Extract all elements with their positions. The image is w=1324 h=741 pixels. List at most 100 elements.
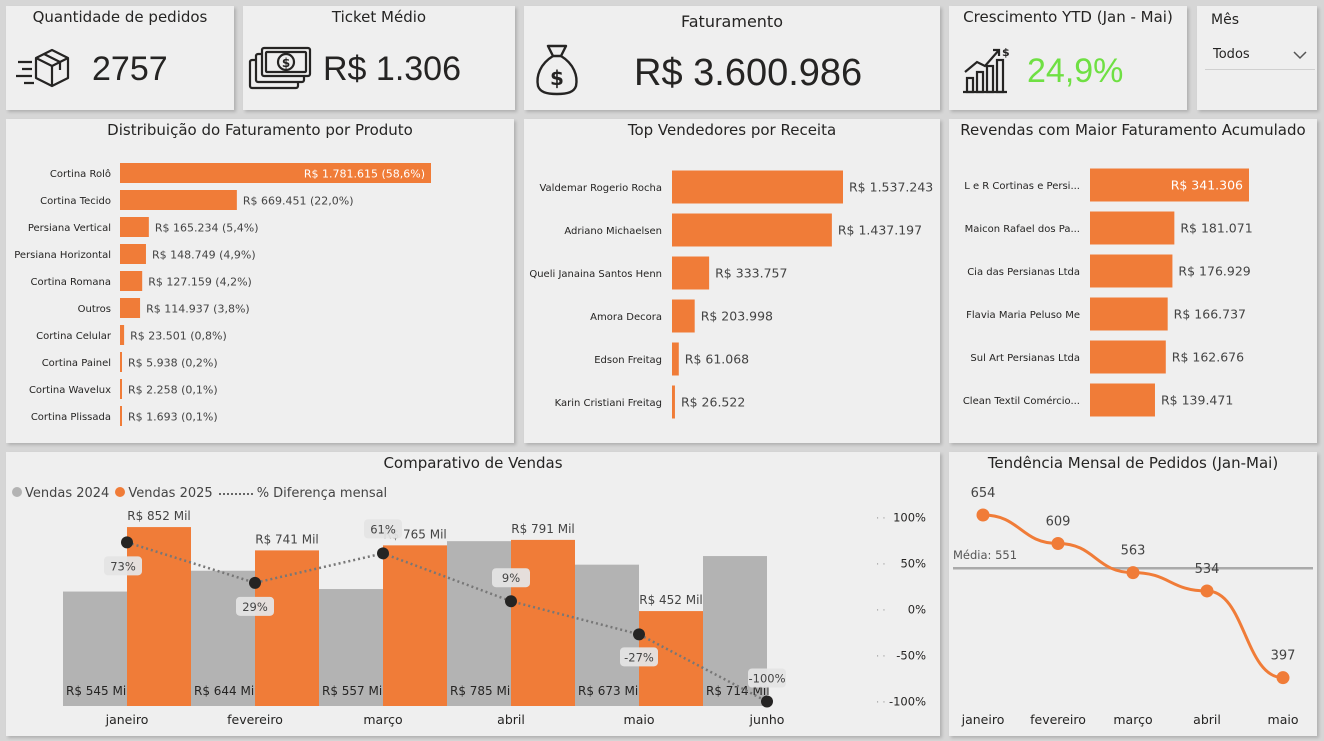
kpi-orders-title: Quantidade de pedidos [32,8,208,26]
pct-label: -100% [748,672,785,686]
legend-2025[interactable]: Vendas 2025 [115,486,213,501]
x-tick-label: janeiro [961,712,1005,727]
bar [120,379,122,399]
category-label: Sul Art Persianas Ltda [970,353,1080,364]
pct-point [377,547,389,560]
bar [672,170,843,204]
legend-pct-label: % Diferença mensal [256,486,388,501]
y2-tick-label: -100% [889,695,926,709]
bar [120,352,122,372]
data-label: R$ 139.471 [1161,393,1233,408]
bar-2024-label: R$ 673 Mil [578,684,642,698]
comparison-combo-chart: · · 100%· · 50%· · 0%· · -50%· · -100%R$ 545 … [63,509,926,727]
bar [672,256,710,290]
bar [672,299,695,333]
category-label: Cortina Rolô [50,168,111,180]
month-slicer: Mês Todos [1197,6,1317,110]
kpi-ticket-value: R$ 1.306 [323,50,461,88]
category-label: Valdemar Rogerio Rocha [539,183,662,194]
bar [120,217,149,237]
product-chart-title: Distribuição do Faturamento por Produto [107,121,413,139]
data-label: R$ 2.258 (0,1%) [128,384,218,397]
data-label: R$ 1.781.615 (58,6%) [304,168,425,181]
bar-2025-label: R$ 791 Mil [511,522,575,536]
pct-label-bg [492,568,530,588]
data-label: R$ 669.451 (22,0%) [243,195,354,208]
data-label: R$ 165.234 (5,4%) [155,222,259,235]
trend-data-label: 654 [971,486,996,501]
bar [120,406,122,426]
trend-data-label: 609 [1046,514,1071,529]
pct-label: 73% [110,559,136,573]
month-dropdown[interactable]: Todos [1205,40,1315,70]
category-label: Cia das Persianas Ltda [967,267,1080,278]
bar [120,190,237,210]
category-label: Cortina Tecido [40,196,111,207]
legend-2024[interactable]: Vendas 2024 [12,486,109,501]
pct-point [633,628,645,641]
y2-tick-dots: · · [876,606,886,617]
kpi-growth-title: Crescimento YTD (Jan - Mai) [963,8,1173,26]
category-label: Cortina Plissada [31,412,111,423]
resellers-bar-chart: L e R Cortinas e Persi... R$ 341.306 Maico… [963,168,1253,417]
x-tick-label: fevereiro [227,712,283,727]
data-label: R$ 1.693 (0,1%) [128,411,218,424]
trend-line [982,513,1284,680]
category-label: Edson Freitag [594,355,662,366]
kpi-ticket-card: Ticket Médio $ R$ 1.306 [243,6,515,110]
bar-2024 [319,589,383,706]
bar [1090,297,1168,331]
trend-data-label: 397 [1271,649,1296,664]
x-tick-label: abril [1193,712,1221,727]
resellers-chart-card: Revendas com Maior Faturamento Acumulado… [949,119,1317,443]
bar-2024-label: R$ 785 Mil [450,684,514,698]
category-label: L e R Cortinas e Persi... [964,181,1080,192]
legend-2025-label: Vendas 2025 [128,486,213,501]
y2-tick-dots: · · [876,652,886,663]
pct-label: 29% [242,600,268,614]
pct-label-bg [364,519,402,539]
data-label: R$ 176.929 [1178,264,1250,279]
trend-line-chart: Média: 551 654 janeiro 609 fevereiro 563 março… [953,486,1313,727]
category-label: Amora Decora [590,312,662,323]
bar [1090,168,1249,202]
data-label: R$ 127.159 (4,2%) [148,276,252,289]
x-tick-label: maio [624,712,655,727]
bar-2025 [127,527,191,706]
cash-icon: $ [248,46,312,90]
trend-point [976,508,990,522]
bar-2025 [383,545,447,706]
data-label: R$ 26.522 [681,395,745,410]
pct-point [505,595,517,608]
trend-chart-card: Tendência Mensal de Pedidos (Jan-Mai) Mé… [949,452,1317,736]
bar [672,213,832,247]
pct-label: 61% [370,522,396,536]
legend-pct[interactable]: % Diferença mensal [218,486,388,501]
pct-label-bg [748,668,786,688]
trend-point [1126,566,1140,580]
bar [120,271,143,291]
data-label: R$ 166.737 [1174,307,1246,322]
category-label: Cortina Painel [42,358,111,369]
y2-tick-label: -50% [896,649,926,663]
bar-2024 [63,591,127,706]
trend-point [1276,671,1290,685]
bar-2025-label: R$ 852 Mil [127,509,191,523]
bar [120,244,146,264]
category-label: Outros [78,304,111,315]
bar [120,163,431,183]
category-label: Adriano Michaelsen [564,226,662,237]
bar [1090,254,1173,288]
x-tick-label: janeiro [105,712,149,727]
kpi-growth-value: 24,9% [1027,52,1124,90]
bar-2025 [511,539,575,706]
kpi-revenue-title: Faturamento [681,12,783,31]
category-label: Karin Cristiani Freitag [555,398,662,409]
bar-2024 [447,541,511,706]
data-label: R$ 148.749 (4,9%) [152,249,256,262]
bar [120,325,125,345]
pct-point [761,695,773,708]
sellers-chart-title: Top Vendedores por Receita [627,121,837,139]
bar [1090,340,1166,374]
average-label: Média: 551 [953,548,1017,562]
